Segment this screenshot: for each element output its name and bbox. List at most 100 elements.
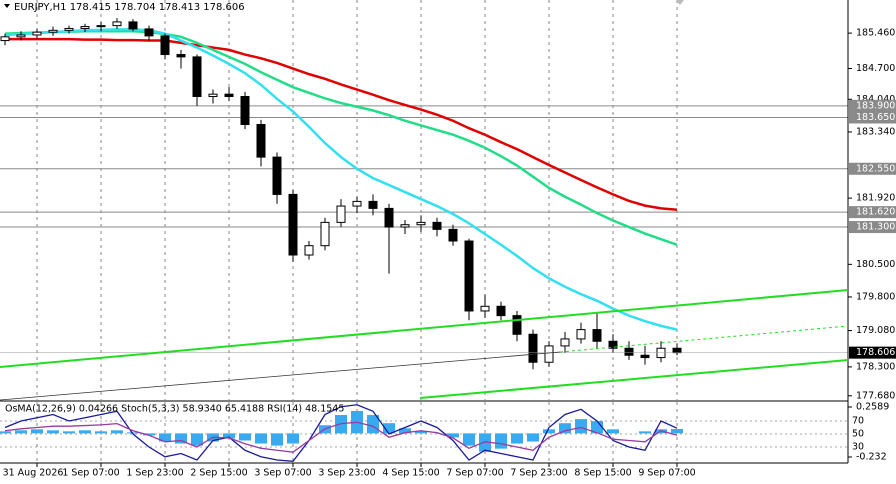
x-tick-label: 1 Sep 23:00 — [126, 468, 183, 479]
candle-body — [512, 315, 522, 335]
candle-body — [416, 221, 426, 226]
y-tick-label: 180.500 — [856, 259, 895, 270]
osma-bar — [15, 430, 27, 434]
osma-bar — [383, 423, 395, 434]
moving-average — [4, 29, 678, 246]
oscillator-line — [4, 421, 678, 453]
trend-dashed — [559, 325, 849, 353]
shift-marker[interactable] — [676, 0, 684, 5]
osma-bar — [671, 429, 683, 434]
osma-bar — [191, 433, 203, 446]
candle-body — [592, 329, 602, 342]
channel-upper — [0, 289, 849, 368]
price-panel — [0, 0, 848, 400]
candle-body — [208, 93, 218, 98]
x-tick-label: 9 Sep 07:00 — [638, 468, 695, 479]
x-tick-label: 31 Aug 2026 — [3, 468, 64, 479]
osma-bar — [127, 432, 139, 434]
x-tick-label: 2 Sep 15:00 — [190, 468, 247, 479]
osma-bar — [639, 431, 651, 434]
y-tick-label: 181.920 — [856, 193, 895, 204]
candle-body — [640, 354, 650, 359]
candle-body — [320, 221, 330, 247]
oscillator-line — [4, 404, 678, 462]
y-tick-label: 0.2589 — [856, 402, 889, 413]
osma-bar — [575, 419, 587, 434]
osma-bar — [175, 433, 187, 444]
candle-body — [96, 25, 106, 28]
candle-body — [240, 96, 250, 125]
candle-body — [80, 26, 90, 29]
y-tick-label: 179.800 — [856, 291, 895, 302]
level-label: 181.620 — [856, 207, 895, 218]
y-tick-label: 179.080 — [856, 325, 895, 336]
y-tick-label: 183.340 — [856, 126, 895, 137]
osma-bar — [111, 430, 123, 434]
level-label: 183.650 — [856, 112, 895, 123]
osma-bar — [271, 433, 283, 446]
indicator-title: OsMA(12,26,9) 0.04266 Stoch(5,3,3) 58.93… — [5, 404, 344, 415]
level-box — [849, 99, 896, 112]
candle-body — [368, 200, 378, 209]
osma-bar — [543, 429, 555, 434]
candle-body — [336, 205, 346, 223]
y-tick-label: 177.680 — [856, 390, 895, 401]
y2-tick-label: 30 — [852, 442, 864, 453]
trend-thin — [0, 351, 561, 401]
y2-tick-label: 70 — [852, 416, 864, 427]
candle-body — [192, 56, 202, 98]
level-label: 181.300 — [856, 222, 895, 233]
candle-body — [256, 123, 266, 158]
last-price-box — [849, 346, 896, 359]
osma-bar — [239, 433, 251, 441]
candle-body — [576, 329, 586, 340]
moving-average — [5, 37, 678, 212]
menu-arrow[interactable] — [4, 4, 10, 8]
osma-bar — [159, 433, 171, 442]
candle-body — [624, 347, 634, 356]
candle-body — [464, 240, 474, 312]
osma-bar — [287, 433, 299, 444]
y-tick-label: 184.040 — [856, 94, 895, 105]
candle-body — [288, 193, 298, 256]
candle-body — [224, 93, 234, 98]
candle-body — [544, 345, 554, 363]
x-tick-label: 3 Sep 23:00 — [318, 468, 375, 479]
candle-body — [176, 54, 186, 58]
level-box — [849, 111, 896, 124]
candle-body — [64, 27, 74, 31]
x-tick-label: 7 Sep 23:00 — [510, 468, 567, 479]
osma-bar — [415, 431, 427, 434]
osma-bar — [143, 433, 155, 436]
candle-body — [496, 305, 506, 317]
osma-bar — [447, 433, 459, 438]
candle-body — [304, 245, 314, 256]
level-box — [849, 162, 896, 175]
osma-bar — [0, 431, 11, 434]
y-tick-label: 185.460 — [856, 28, 895, 39]
level-box — [849, 221, 896, 234]
indicator-panel — [0, 402, 848, 463]
candle-body — [432, 221, 442, 230]
osma-bar — [223, 433, 235, 439]
candle-body — [448, 228, 458, 242]
osma-bar — [495, 433, 507, 449]
osma-bar — [31, 429, 43, 434]
candle-body — [16, 34, 26, 38]
candle-body — [32, 31, 42, 36]
level-box — [849, 206, 896, 219]
osma-bar — [463, 433, 475, 446]
x-tick-label: 1 Sep 07:00 — [62, 468, 119, 479]
candle-body — [384, 207, 394, 228]
x-tick-label: 3 Sep 07:00 — [254, 468, 311, 479]
candle-body — [0, 36, 10, 42]
candle-body — [352, 200, 362, 207]
osma-bar — [47, 430, 59, 434]
y-tick-label: 178.300 — [856, 361, 895, 372]
x-tick-label: 7 Sep 07:00 — [446, 468, 503, 479]
candle-body — [528, 333, 538, 363]
osma-bar — [559, 423, 571, 434]
symbol-header: EURJPY,H1 178.415 178.704 178.413 178.60… — [14, 2, 245, 13]
osma-bar — [255, 433, 267, 444]
